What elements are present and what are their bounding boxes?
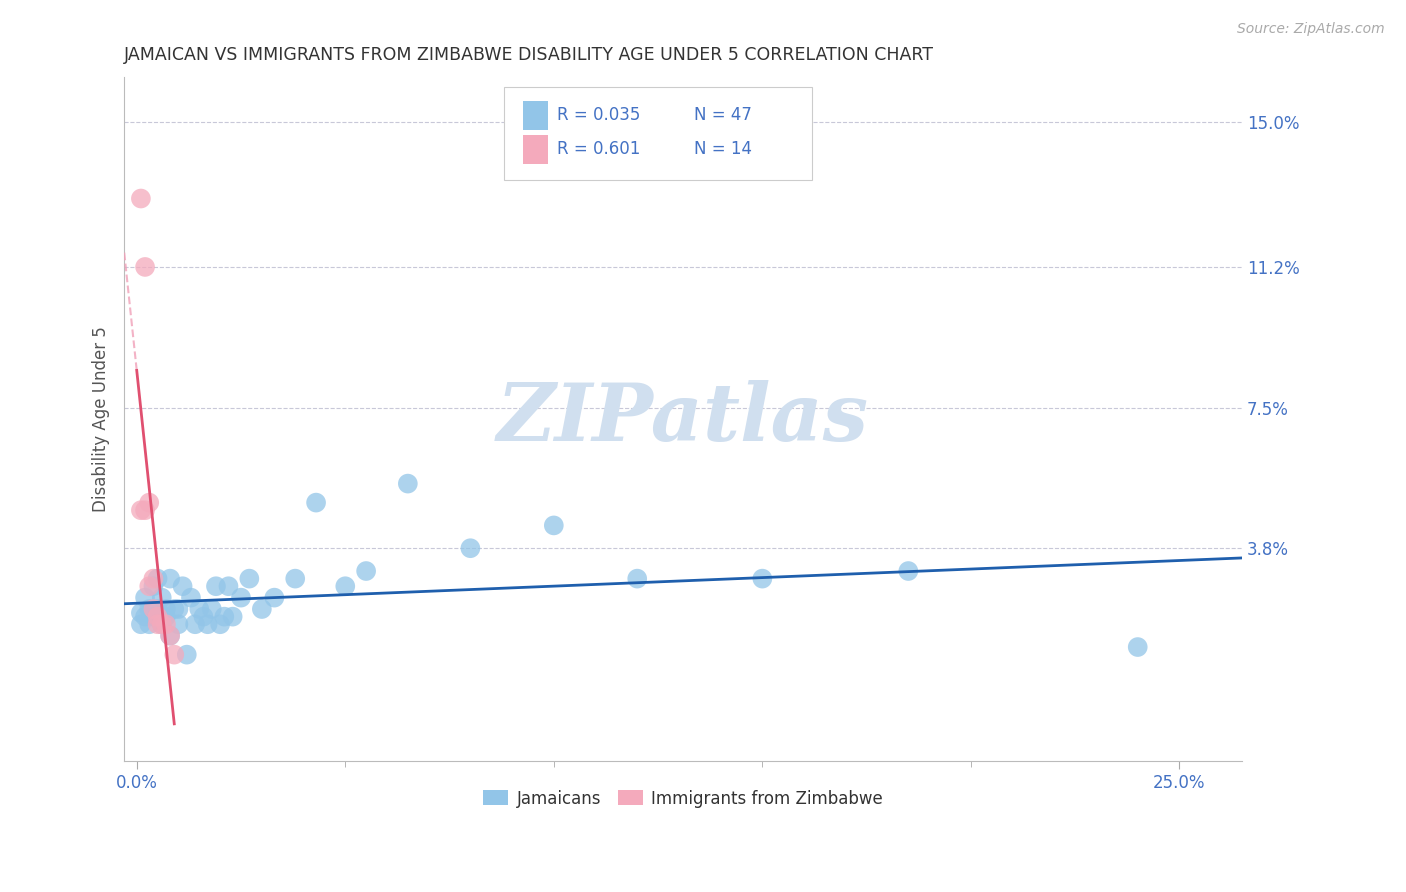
Jamaicans (150, 591, 173, 605)
Jamaicans (180, 591, 202, 605)
Jamaicans (250, 602, 273, 616)
Jamaicans (134, 591, 156, 605)
Jamaicans (218, 579, 240, 593)
Jamaicans (134, 609, 156, 624)
Jamaicans (146, 572, 169, 586)
Jamaicans (138, 602, 160, 616)
Jamaicans (214, 609, 236, 624)
Legend: Jamaicans, Immigrants from Zimbabwe: Jamaicans, Immigrants from Zimbabwe (477, 783, 890, 814)
Jamaicans (129, 617, 152, 632)
Jamaicans (142, 609, 165, 624)
Jamaicans (138, 617, 160, 632)
FancyBboxPatch shape (505, 87, 811, 179)
Jamaicans (1126, 640, 1149, 654)
Jamaicans (335, 579, 357, 593)
Immigrants from Zimbabwe (159, 629, 181, 643)
Jamaicans (205, 579, 228, 593)
Immigrants from Zimbabwe (146, 617, 169, 632)
Jamaicans (751, 572, 773, 586)
Jamaicans (159, 572, 181, 586)
FancyBboxPatch shape (523, 101, 548, 129)
Jamaicans (238, 572, 260, 586)
Immigrants from Zimbabwe (129, 503, 152, 517)
Jamaicans (209, 617, 232, 632)
Jamaicans (197, 617, 219, 632)
Jamaicans (176, 648, 198, 662)
Jamaicans (155, 602, 177, 616)
Jamaicans (159, 629, 181, 643)
Jamaicans (142, 579, 165, 593)
Jamaicans (150, 617, 173, 632)
Jamaicans (284, 572, 307, 586)
Immigrants from Zimbabwe (142, 602, 165, 616)
Text: N = 14: N = 14 (695, 140, 752, 159)
Text: Source: ZipAtlas.com: Source: ZipAtlas.com (1237, 22, 1385, 37)
Jamaicans (543, 518, 565, 533)
Jamaicans (897, 564, 920, 578)
Text: N = 47: N = 47 (695, 106, 752, 124)
Jamaicans (155, 609, 177, 624)
Jamaicans (167, 602, 190, 616)
Jamaicans (167, 617, 190, 632)
Jamaicans (129, 606, 152, 620)
Immigrants from Zimbabwe (138, 579, 160, 593)
FancyBboxPatch shape (523, 135, 548, 164)
Jamaicans (305, 495, 328, 509)
Jamaicans (188, 602, 211, 616)
Text: R = 0.035: R = 0.035 (557, 106, 640, 124)
Jamaicans (626, 572, 648, 586)
Immigrants from Zimbabwe (155, 617, 177, 632)
Jamaicans (263, 591, 285, 605)
Text: JAMAICAN VS IMMIGRANTS FROM ZIMBABWE DISABILITY AGE UNDER 5 CORRELATION CHART: JAMAICAN VS IMMIGRANTS FROM ZIMBABWE DIS… (124, 46, 934, 64)
Immigrants from Zimbabwe (134, 503, 156, 517)
Jamaicans (184, 617, 207, 632)
Jamaicans (146, 602, 169, 616)
Text: ZIPatlas: ZIPatlas (498, 380, 869, 458)
Immigrants from Zimbabwe (146, 609, 169, 624)
Immigrants from Zimbabwe (163, 648, 186, 662)
Jamaicans (354, 564, 377, 578)
Jamaicans (163, 602, 186, 616)
Jamaicans (229, 591, 252, 605)
Immigrants from Zimbabwe (129, 192, 152, 206)
Immigrants from Zimbabwe (142, 572, 165, 586)
Text: R = 0.601: R = 0.601 (557, 140, 640, 159)
Jamaicans (172, 579, 194, 593)
Immigrants from Zimbabwe (134, 260, 156, 274)
Jamaicans (193, 609, 215, 624)
Y-axis label: Disability Age Under 5: Disability Age Under 5 (93, 326, 110, 512)
Jamaicans (396, 476, 419, 491)
Immigrants from Zimbabwe (150, 617, 173, 632)
Jamaicans (460, 541, 482, 556)
Jamaicans (221, 609, 243, 624)
Immigrants from Zimbabwe (138, 495, 160, 509)
Jamaicans (201, 602, 224, 616)
